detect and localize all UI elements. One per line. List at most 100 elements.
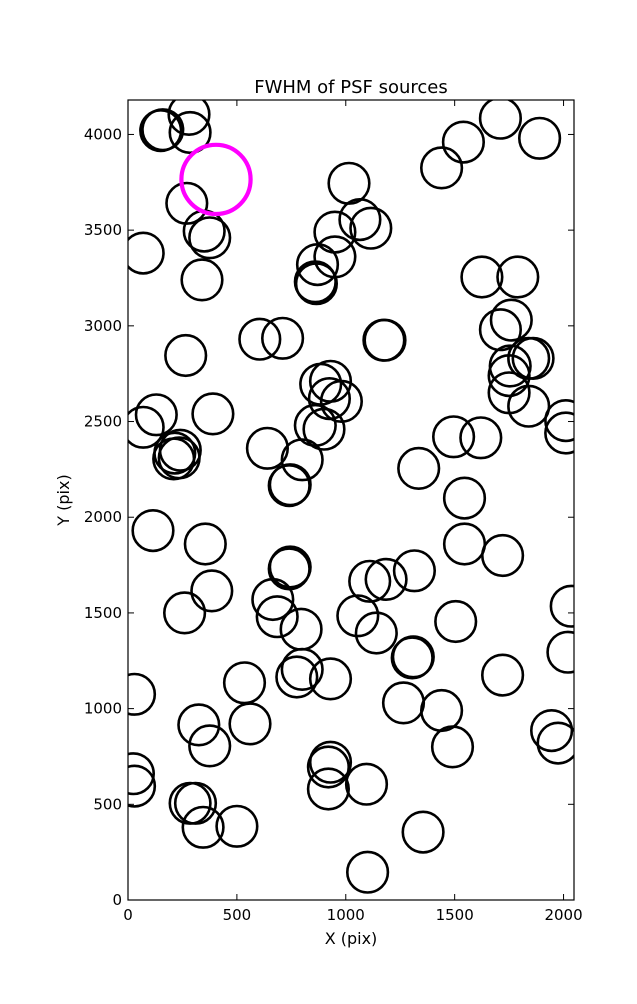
- y-tick-label: 3500: [84, 221, 122, 239]
- source-marker: [128, 231, 165, 275]
- source-marker: [168, 110, 212, 155]
- source-marker: [338, 198, 382, 242]
- y-tick-label: 500: [93, 795, 122, 813]
- source-marker: [489, 298, 533, 342]
- source-marker: [536, 721, 574, 765]
- source-marker: [280, 438, 324, 482]
- source-marker: [245, 426, 289, 470]
- source-marker: [255, 595, 299, 639]
- source-marker: [131, 508, 175, 553]
- source-marker: [481, 533, 525, 578]
- source-marker: [308, 740, 353, 784]
- source-marker: [478, 100, 522, 140]
- x-tick-label: 1500: [436, 906, 474, 924]
- source-marker: [306, 767, 351, 811]
- y-axis-label: Y (pix): [54, 474, 73, 526]
- source-marker: [188, 216, 232, 260]
- source-marker: [183, 522, 227, 566]
- source-marker: [164, 333, 208, 378]
- source-marker: [128, 764, 157, 808]
- source-marker: [128, 752, 155, 796]
- highlighted-source-marker: [179, 142, 253, 217]
- source-marker: [549, 584, 574, 628]
- source-marker: [432, 415, 476, 459]
- source-marker: [280, 647, 324, 692]
- source-marker: [511, 336, 555, 381]
- source-marker: [397, 446, 441, 491]
- source-marker: [177, 703, 221, 747]
- source-marker: [302, 407, 346, 451]
- y-tick-label: 1000: [84, 700, 122, 718]
- source-marker: [275, 655, 319, 699]
- source-marker: [441, 120, 486, 164]
- x-axis-label: X (pix): [325, 929, 378, 948]
- source-marker: [344, 762, 389, 806]
- source-marker: [442, 476, 487, 520]
- source-marker: [496, 255, 540, 299]
- source-marker: [348, 559, 392, 603]
- y-axis-ticks: 0 500 1000 1500 2000 2500 3000 3500 4000: [84, 125, 574, 909]
- chart-title: FWHM of PSF sources: [254, 77, 448, 98]
- source-marker: [294, 262, 339, 306]
- x-tick-label: 1000: [327, 906, 365, 924]
- source-marker: [180, 258, 224, 302]
- source-marker: [215, 804, 259, 848]
- source-marker: [346, 850, 390, 894]
- source-marker: [268, 463, 312, 507]
- plot-frame: [127, 99, 575, 901]
- source-marker: [167, 100, 211, 136]
- source-marker: [139, 109, 183, 153]
- source-marker: [306, 745, 351, 789]
- source-marker: [459, 416, 503, 460]
- source-marker: [251, 577, 295, 622]
- source-marker: [228, 702, 272, 746]
- source-marker: [544, 399, 574, 443]
- source-marker: [152, 437, 196, 481]
- source-marker: [363, 318, 407, 362]
- source-marker: [190, 569, 234, 613]
- source-marker: [191, 392, 235, 436]
- source-marker: [128, 405, 165, 449]
- source-marker: [529, 708, 574, 753]
- y-tick-label: 0: [112, 891, 122, 909]
- y-tick-label: 2500: [84, 413, 122, 431]
- source-marker: [349, 206, 393, 250]
- source-marker: [336, 594, 380, 638]
- source-marker: [165, 181, 209, 225]
- source-marker: [430, 725, 475, 769]
- source-marker: [307, 377, 352, 421]
- source-marker: [392, 549, 437, 593]
- source-marker: [188, 724, 232, 768]
- source-marker: [308, 657, 353, 701]
- source-marker: [364, 557, 408, 602]
- source-marker: [238, 317, 282, 361]
- source-marker: [261, 316, 305, 360]
- source-marker: [434, 599, 478, 644]
- source-marker: [507, 384, 551, 428]
- y-tick-label: 1500: [84, 604, 122, 622]
- y-tick-label: 4000: [84, 125, 122, 143]
- source-markers: [128, 100, 574, 894]
- source-marker: [181, 805, 225, 849]
- y-tick-label: 2000: [84, 508, 122, 526]
- x-axis-ticks: 0 500 1000 1500 2000: [123, 100, 583, 924]
- source-marker: [391, 635, 435, 679]
- source-marker: [487, 354, 531, 398]
- source-marker: [128, 672, 157, 716]
- source-marker: [401, 810, 445, 854]
- source-marker: [308, 359, 353, 403]
- source-marker: [517, 116, 562, 160]
- source-marker: [163, 591, 207, 635]
- x-tick-label: 2000: [544, 906, 582, 924]
- source-marker: [546, 630, 574, 674]
- source-marker: [420, 146, 464, 190]
- source-marker: [354, 611, 398, 655]
- source-marker: [460, 255, 504, 299]
- source-marker: [544, 411, 574, 455]
- x-tick-label: 0: [123, 906, 133, 924]
- y-tick-label: 3000: [84, 317, 122, 335]
- source-marker: [481, 653, 525, 697]
